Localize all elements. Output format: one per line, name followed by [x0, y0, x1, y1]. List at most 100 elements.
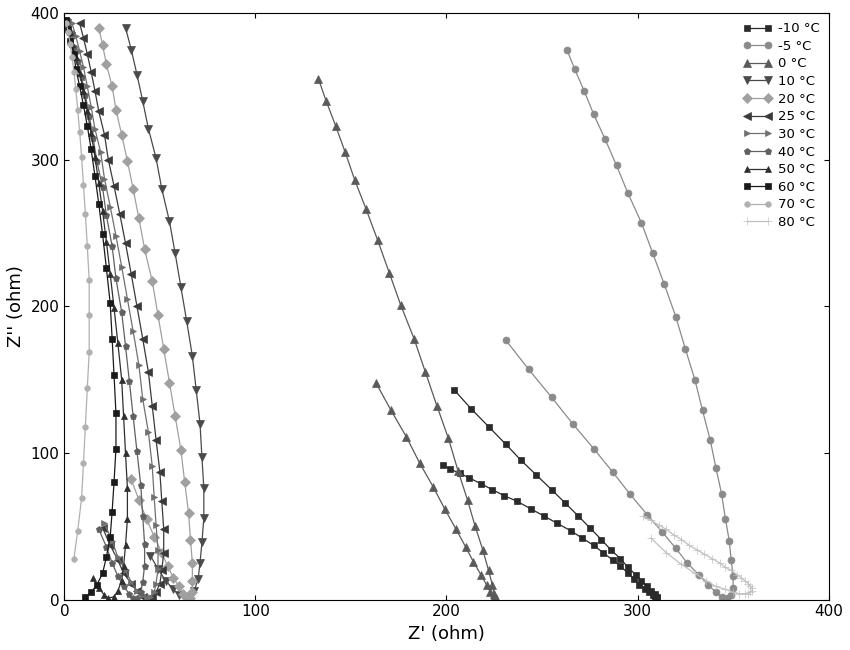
0 °C — [481, 581, 491, 589]
20 °C — [187, 588, 197, 596]
-10 °C — [531, 471, 541, 479]
60 °C — [65, 37, 75, 45]
80 °C — [732, 571, 742, 578]
-5 °C — [623, 189, 633, 197]
-5 °C — [703, 581, 713, 589]
-5 °C — [570, 65, 580, 73]
20 °C — [94, 23, 104, 31]
20 °C — [187, 577, 197, 584]
-10 °C — [640, 586, 650, 593]
50 °C — [122, 515, 133, 523]
20 °C — [185, 594, 196, 602]
60 °C — [94, 200, 104, 207]
50 °C — [99, 592, 110, 599]
70 °C — [67, 53, 77, 61]
-10 °C — [649, 590, 660, 597]
-10 °C — [631, 571, 641, 578]
60 °C — [75, 83, 85, 90]
50 °C — [61, 16, 71, 24]
Line: 50 °C: 50 °C — [64, 18, 130, 601]
0 °C — [461, 543, 471, 551]
70 °C — [82, 385, 93, 393]
20 °C — [98, 42, 108, 49]
10 °C — [176, 283, 186, 291]
30 °C — [147, 462, 157, 470]
25 °C — [138, 335, 148, 343]
25 °C — [118, 569, 128, 577]
20 °C — [116, 131, 127, 138]
-10 °C — [649, 593, 660, 601]
-10 °C — [585, 524, 595, 532]
40 °C — [136, 482, 146, 489]
60 °C — [90, 172, 100, 179]
70 °C — [78, 460, 88, 467]
-10 °C — [547, 486, 557, 493]
80 °C — [677, 560, 687, 568]
20 °C — [159, 345, 169, 353]
25 °C — [115, 210, 125, 218]
0 °C — [468, 558, 479, 566]
80 °C — [692, 546, 702, 554]
30 °C — [153, 565, 163, 573]
-5 °C — [600, 135, 610, 143]
40 °C — [138, 578, 148, 586]
40 °C — [98, 183, 108, 191]
30 °C — [121, 566, 131, 574]
40 °C — [128, 594, 139, 602]
-5 °C — [642, 511, 652, 519]
20 °C — [178, 590, 188, 597]
25 °C — [90, 87, 100, 95]
-5 °C — [547, 393, 557, 401]
40 °C — [88, 134, 98, 142]
-10 °C — [615, 562, 626, 570]
-5 °C — [694, 571, 704, 578]
60 °C — [98, 231, 108, 239]
-10 °C — [484, 422, 494, 430]
60 °C — [110, 410, 121, 417]
20 °C — [156, 549, 167, 556]
20 °C — [110, 106, 121, 114]
Line: 40 °C: 40 °C — [65, 17, 148, 602]
-10 °C — [565, 526, 575, 534]
30 °C — [113, 553, 123, 561]
-5 °C — [579, 87, 589, 95]
50 °C — [82, 107, 93, 115]
25 °C — [78, 34, 88, 42]
-5 °C — [611, 162, 621, 170]
25 °C — [113, 556, 123, 564]
0 °C — [321, 97, 332, 105]
60 °C — [105, 300, 116, 307]
60 °C — [61, 16, 71, 24]
25 °C — [105, 541, 116, 549]
40 °C — [138, 512, 148, 520]
0 °C — [487, 581, 497, 589]
70 °C — [61, 20, 71, 27]
80 °C — [711, 582, 721, 590]
20 °C — [141, 515, 151, 523]
40 °C — [101, 543, 111, 551]
10 °C — [170, 250, 180, 257]
40 °C — [67, 30, 77, 38]
-10 °C — [476, 480, 486, 488]
10 °C — [153, 565, 163, 573]
-10 °C — [560, 499, 570, 507]
60 °C — [80, 593, 90, 601]
10 °C — [185, 593, 196, 601]
25 °C — [147, 402, 157, 410]
0 °C — [478, 546, 488, 554]
Line: 70 °C: 70 °C — [64, 20, 92, 562]
20 °C — [149, 532, 159, 540]
10 °C — [126, 46, 136, 53]
25 °C — [98, 524, 108, 532]
40 °C — [139, 540, 150, 548]
0 °C — [395, 301, 405, 309]
60 °C — [107, 335, 117, 343]
10 °C — [132, 71, 142, 79]
20 °C — [101, 60, 111, 68]
80 °C — [654, 521, 664, 528]
0 °C — [462, 496, 473, 504]
50 °C — [118, 412, 128, 420]
40 °C — [132, 448, 142, 456]
20 °C — [162, 562, 173, 570]
25 °C — [121, 239, 131, 247]
